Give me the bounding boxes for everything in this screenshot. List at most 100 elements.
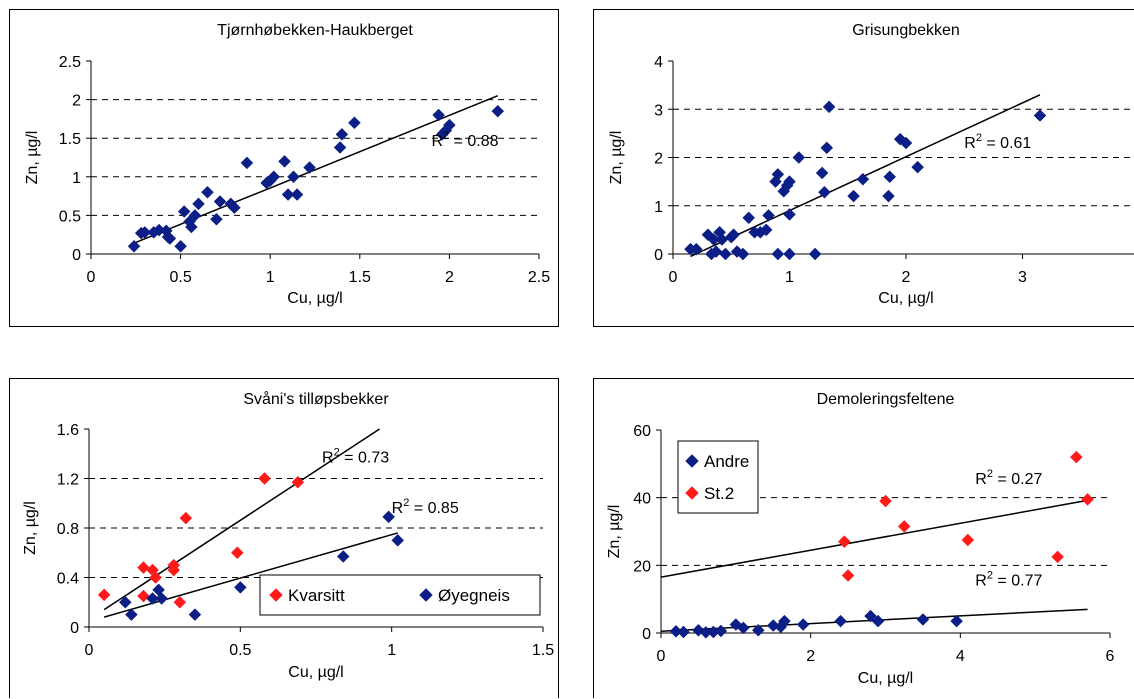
data-point-blue bbox=[228, 201, 241, 215]
chart-title: Svåni's tilløpsbekker bbox=[243, 390, 389, 408]
data-point-blue bbox=[432, 108, 446, 122]
data-point-red bbox=[97, 588, 111, 602]
x-tick-label: 2 bbox=[445, 269, 454, 286]
y-axis-label: Zn, µg/l bbox=[608, 131, 625, 185]
data-point-blue bbox=[742, 211, 756, 225]
data-point-red bbox=[179, 511, 193, 525]
y-tick-label: 0.4 bbox=[57, 571, 79, 588]
data-point-blue bbox=[847, 189, 860, 203]
data-point-blue bbox=[278, 155, 291, 168]
data-point-blue bbox=[201, 185, 214, 199]
y-tick-label: 0.8 bbox=[57, 521, 79, 538]
x-tick-label: 0 bbox=[85, 642, 94, 659]
data-point-blue bbox=[287, 170, 300, 184]
r-squared-label: R2 = 0.85 bbox=[392, 497, 459, 517]
data-point-blue bbox=[192, 197, 205, 211]
data-point-blue bbox=[491, 104, 505, 118]
data-point-blue bbox=[163, 232, 177, 245]
data-point-red bbox=[137, 561, 150, 574]
chart-svg-tjornhobekken: Tjørnhøbekken-Haukberget 0 0.5 1 1.5 2 2.5 0 0.5… bbox=[24, 22, 550, 307]
y-tick-label: 4 bbox=[654, 54, 663, 71]
r-squared-label: R2 = 0.88 bbox=[431, 130, 498, 150]
data-point-blue bbox=[714, 624, 728, 638]
data-point-blue bbox=[709, 245, 723, 258]
data-point-red bbox=[173, 595, 187, 609]
data-point-red bbox=[1081, 493, 1094, 506]
r-squared-label: R2 = 0.27 bbox=[975, 468, 1042, 488]
x-axis-label: Cu, µg/l bbox=[878, 290, 933, 307]
chart-title: Demoleringsfeltene bbox=[817, 391, 955, 408]
data-point-blue bbox=[815, 166, 829, 180]
data-point-blue bbox=[333, 141, 347, 154]
data-point-blue bbox=[391, 534, 405, 547]
x-tick-label: 2 bbox=[902, 269, 911, 286]
x-axis-label: Cu, µg/l bbox=[288, 664, 343, 681]
x-tick-label: 0 bbox=[657, 648, 666, 665]
data-point-blue bbox=[1033, 109, 1047, 122]
data-point-blue bbox=[783, 208, 796, 221]
data-point-red bbox=[167, 563, 181, 577]
data-point-blue bbox=[783, 175, 796, 188]
x-axis-label: Cu, µg/l bbox=[858, 670, 913, 687]
y-tick-label: 60 bbox=[633, 423, 651, 440]
data-point-blue bbox=[281, 188, 295, 201]
data-point-blue bbox=[689, 242, 703, 256]
x-tick-label: 1.5 bbox=[349, 269, 371, 286]
data-point-blue bbox=[336, 550, 350, 563]
data-point-blue bbox=[210, 212, 223, 226]
data-point-red bbox=[291, 475, 305, 489]
data-point-blue bbox=[736, 247, 750, 261]
legend-box bbox=[259, 574, 541, 616]
x-tick-label: 0 bbox=[669, 269, 678, 286]
data-point-blue bbox=[856, 172, 870, 186]
data-point-blue bbox=[127, 239, 141, 253]
data-point-blue bbox=[796, 618, 810, 631]
legend-marker bbox=[685, 454, 699, 468]
data-point-red bbox=[841, 569, 855, 582]
y-tick-label: 1 bbox=[654, 199, 663, 216]
x-tick-label: 4 bbox=[956, 648, 965, 665]
trendline bbox=[660, 499, 1088, 578]
x-tick-label: 0.5 bbox=[169, 269, 191, 286]
trendline bbox=[103, 428, 380, 611]
data-point-blue bbox=[820, 141, 834, 155]
y-tick-label: 0.5 bbox=[59, 208, 81, 225]
data-point-blue bbox=[899, 136, 913, 150]
x-tick-label: 3 bbox=[1018, 269, 1027, 286]
data-point-blue bbox=[188, 209, 202, 222]
data-point-blue bbox=[213, 195, 227, 208]
x-tick-label: 1.5 bbox=[532, 642, 554, 659]
data-point-blue bbox=[808, 247, 822, 261]
data-point-blue bbox=[792, 151, 806, 164]
data-point-blue bbox=[822, 100, 836, 114]
y-tick-label: 0 bbox=[654, 247, 663, 264]
data-point-blue bbox=[146, 592, 159, 605]
data-point-blue bbox=[125, 608, 138, 621]
y-tick-label: 2 bbox=[654, 151, 663, 168]
r-squared-label: R2 = 0.73 bbox=[322, 446, 389, 466]
data-point-blue bbox=[771, 247, 785, 261]
y-tick-label: 40 bbox=[633, 491, 651, 508]
data-point-blue bbox=[335, 127, 349, 141]
data-point-blue bbox=[882, 189, 895, 203]
chart-panel-grisungbekken: Grisungbekken0123401234Cu, µg/lZn, µg/lR… bbox=[593, 9, 1134, 327]
data-point-red bbox=[837, 535, 851, 549]
x-axis-label: Cu, µg/l bbox=[287, 290, 342, 307]
data-point-blue bbox=[677, 625, 690, 639]
data-point-red bbox=[137, 589, 150, 603]
legend-box bbox=[677, 440, 759, 514]
r-squared-label: R2 = 0.77 bbox=[975, 570, 1042, 590]
data-point-blue bbox=[188, 608, 202, 621]
y-tick-label: 1 bbox=[72, 170, 81, 187]
data-point-blue bbox=[348, 116, 361, 130]
chart-panel-tjornhobekken: Tjørnhøbekken-Haukberget 0 0.5 1 1.5 2 2.5 0 0.5… bbox=[9, 9, 559, 327]
y-axis-label: Zn, µg/l bbox=[606, 505, 623, 559]
data-point-blue bbox=[778, 614, 791, 628]
data-point-blue bbox=[727, 228, 740, 242]
data-point-red bbox=[230, 546, 244, 560]
data-point-blue bbox=[290, 188, 304, 201]
data-point-blue bbox=[138, 226, 152, 239]
data-point-red bbox=[258, 472, 271, 485]
data-point-blue bbox=[911, 160, 925, 174]
data-point-red bbox=[897, 520, 911, 533]
